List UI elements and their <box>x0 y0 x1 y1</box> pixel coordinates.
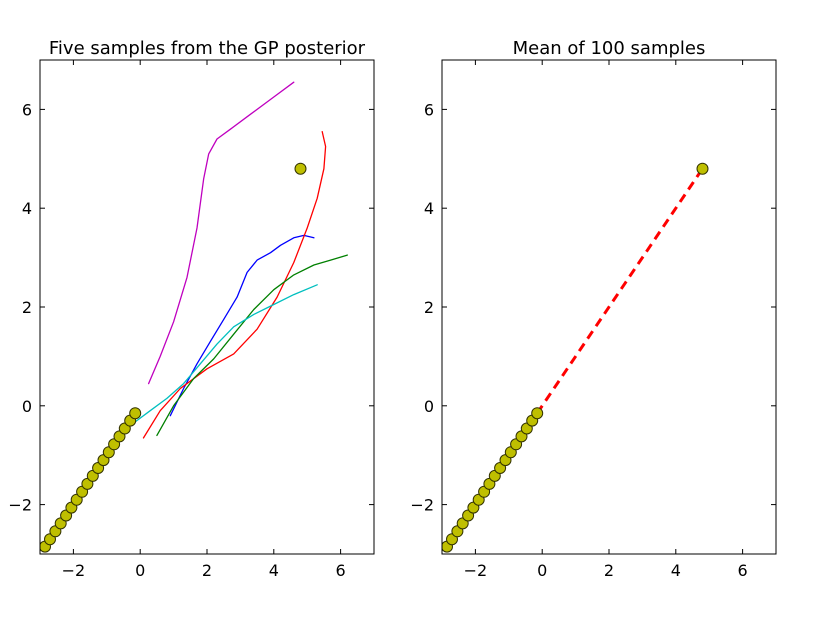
left-chart-title: Five samples from the GP posterior <box>49 38 366 59</box>
left-data-point <box>294 162 307 175</box>
left-x-tick-label: 0 <box>135 561 145 580</box>
right-y-tick-label: 2 <box>424 298 434 317</box>
left-x-tick-label: −2 <box>62 561 86 580</box>
left-y-tick-label: 0 <box>22 397 32 416</box>
left-y-tick-label: 4 <box>22 199 32 218</box>
right-y-tick-label: −2 <box>410 496 434 515</box>
left-y-tick-label: 6 <box>22 100 32 119</box>
right-data-point <box>696 162 709 175</box>
right-plot-area <box>442 162 709 553</box>
left-chart-panel: Five samples from the GP posterior −2 0 2 4… <box>8 38 375 580</box>
right-y-tick-label: 6 <box>424 100 434 119</box>
right-x-tick-label: 4 <box>671 561 681 580</box>
right-y-tick-label: 0 <box>424 397 434 416</box>
right-x-tick-label: 6 <box>738 561 748 580</box>
left-data-point <box>129 407 142 420</box>
left-x-tick-label: 4 <box>269 561 279 580</box>
right-chart-panel: Mean of 100 samples −2 0 2 4 6 −2 0 2 4 6 <box>410 38 777 580</box>
right-x-tick-label: −2 <box>464 561 488 580</box>
right-x-tick-label: 2 <box>604 561 614 580</box>
left-series-line-3 <box>142 130 327 439</box>
right-data-point <box>531 407 544 420</box>
right-x-tick-label: 0 <box>537 561 547 580</box>
left-y-tick-label: 2 <box>22 298 32 317</box>
left-x-tick-label: 2 <box>202 561 212 580</box>
right-chart-title: Mean of 100 samples <box>513 38 706 59</box>
left-series-line-1 <box>147 81 295 385</box>
left-x-tick-label: 6 <box>336 561 346 580</box>
left-series-line-2 <box>169 234 315 417</box>
left-plot-area <box>40 81 348 553</box>
right-series-line-1 <box>535 167 704 415</box>
left-series-line-4 <box>156 254 348 437</box>
left-series-line-5 <box>119 284 318 434</box>
left-y-tick-label: −2 <box>8 496 32 515</box>
right-y-tick-label: 4 <box>424 199 434 218</box>
